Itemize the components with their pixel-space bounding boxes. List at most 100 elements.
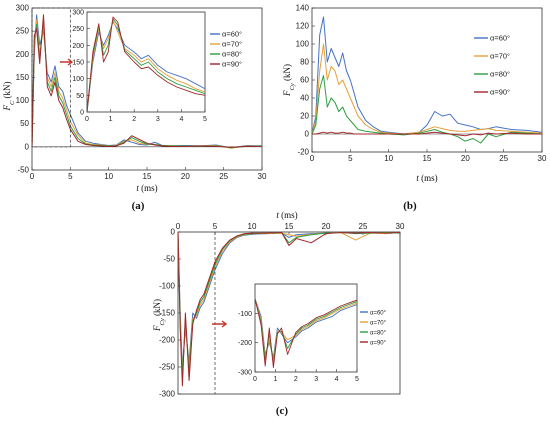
y-tick-label: 0 [305,130,310,139]
x-tick-label: 3 [314,376,318,383]
x-tick-label: 10 [248,222,257,231]
panel-a-xlabel: t (ms) [136,183,157,193]
y-tick-label: 20 [300,112,309,121]
y-tick-label: 150 [16,73,30,82]
y-tick-label: -50 [17,166,29,175]
x-tick-label: 30 [396,222,405,231]
panel-c-zoom-arrow [212,320,228,328]
legend-label-4: α=90° [222,60,242,69]
panel-a-inset-frame [86,11,206,113]
y-tick-label: 50 [20,119,29,128]
y-tick-label: -100 [159,282,176,291]
y-tick-label: -300 [238,370,252,377]
panel-b-ylabel: FCy (kN) [282,64,296,97]
x-tick-label: 0 [30,172,35,181]
x-tick-label: 0 [85,116,89,123]
series-line-4 [32,14,262,148]
legend-label-1: α=60° [370,311,387,317]
series-line-1 [312,16,542,135]
y-tick-label: -150 [159,309,176,318]
x-tick-label: 0 [253,376,257,383]
panel-b-plot-series [312,16,542,144]
x-tick-label: 0 [310,154,315,163]
series-line-4 [178,232,400,387]
legend-label-2: α=70° [370,321,387,327]
panel-b-legend: α=60° α=70° α=80° α=90° [474,34,510,97]
x-tick-label: 5 [213,222,218,231]
legend-label-3: α=80° [370,331,387,337]
panel-a-label: (a) [132,200,145,212]
x-tick-label: 10 [384,154,393,163]
x-tick-label: 10 [104,172,113,181]
y-tick-label: 300 [72,10,84,17]
legend-label-1: α=60° [490,34,510,43]
panel-a-ylabel: FC (kN) [2,81,16,111]
series-line-3 [87,18,205,112]
x-tick-label: 20 [181,172,190,181]
panel-c-legend: α=60° α=70° α=80° α=90° [360,311,387,347]
y-tick-label: -300 [159,390,176,399]
panel-b-label: (b) [403,200,417,212]
y-tick-label: 250 [72,26,84,33]
panel-a-legend: α=60°α=70°α=80°α=90° [210,30,242,69]
x-tick-label: 2 [294,376,298,383]
panel-c-inset-series [255,298,357,369]
y-tick-label: 200 [72,43,84,50]
panel-b-plot-frame [311,7,543,153]
y-tick-label: 100 [72,76,84,83]
legend-label-3: α=80° [222,50,242,59]
series-line-2 [87,19,205,112]
x-tick-label: 1 [109,116,113,123]
panel-c-inset: -300 -200 -100 0 1 2 3 4 5 [238,283,359,383]
y-tick-label: 120 [296,22,310,31]
x-tick-label: 15 [423,154,432,163]
series-line-2 [312,43,542,135]
x-tick-label: 1 [273,376,277,383]
legend-label-2: α=70° [490,52,510,61]
x-tick-label: 25 [359,222,368,231]
y-tick-label: 0 [171,228,176,237]
y-tick-label: 60 [300,76,309,85]
x-tick-label: 5 [203,116,207,123]
y-tick-label: 200 [16,50,30,59]
panel-a-inset-series [87,16,205,112]
x-tick-label: 4 [179,116,183,123]
x-tick-label: 5 [355,376,359,383]
x-tick-label: 25 [219,172,228,181]
y-tick-label: -200 [159,336,176,345]
panel-c-plot-series [178,232,400,387]
x-tick-label: 15 [143,172,152,181]
x-tick-label: 20 [322,222,331,231]
x-tick-label: 3 [156,116,160,123]
panel-a-inset: 0 50 100 150 200 250 300 0 1 2 3 4 5 [72,10,207,124]
y-tick-label: 80 [300,58,309,67]
panel-a-plot-series [32,14,262,149]
panel-c-inset-frame [254,283,358,373]
y-tick-label: 100 [296,40,310,49]
y-tick-label: 250 [16,27,30,36]
x-tick-label: 5 [68,172,73,181]
x-tick-label: 30 [538,154,547,163]
legend-label-4: α=90° [370,341,387,347]
x-tick-label: 4 [335,376,339,383]
y-tick-label: 150 [72,60,84,67]
y-tick-label: -200 [238,340,252,347]
series-line-4 [312,131,542,137]
panel-c-label: (c) [276,405,289,417]
legend-label-2: α=70° [222,40,242,49]
legend-label-1: α=60° [222,30,242,39]
x-tick-label: 2 [132,116,136,123]
x-tick-label: 5 [348,154,353,163]
y-tick-label: -20 [297,148,309,157]
y-tick-label: -100 [238,311,252,318]
y-tick-label: 140 [296,4,310,13]
y-tick-label: 300 [16,4,30,13]
series-line-4 [87,16,205,112]
y-tick-label: 0 [25,142,30,151]
y-tick-label: -50 [163,255,175,264]
y-tick-label: 50 [76,93,84,100]
panel-a-zoom-arrow [60,58,74,66]
y-tick-label: 100 [16,96,30,105]
